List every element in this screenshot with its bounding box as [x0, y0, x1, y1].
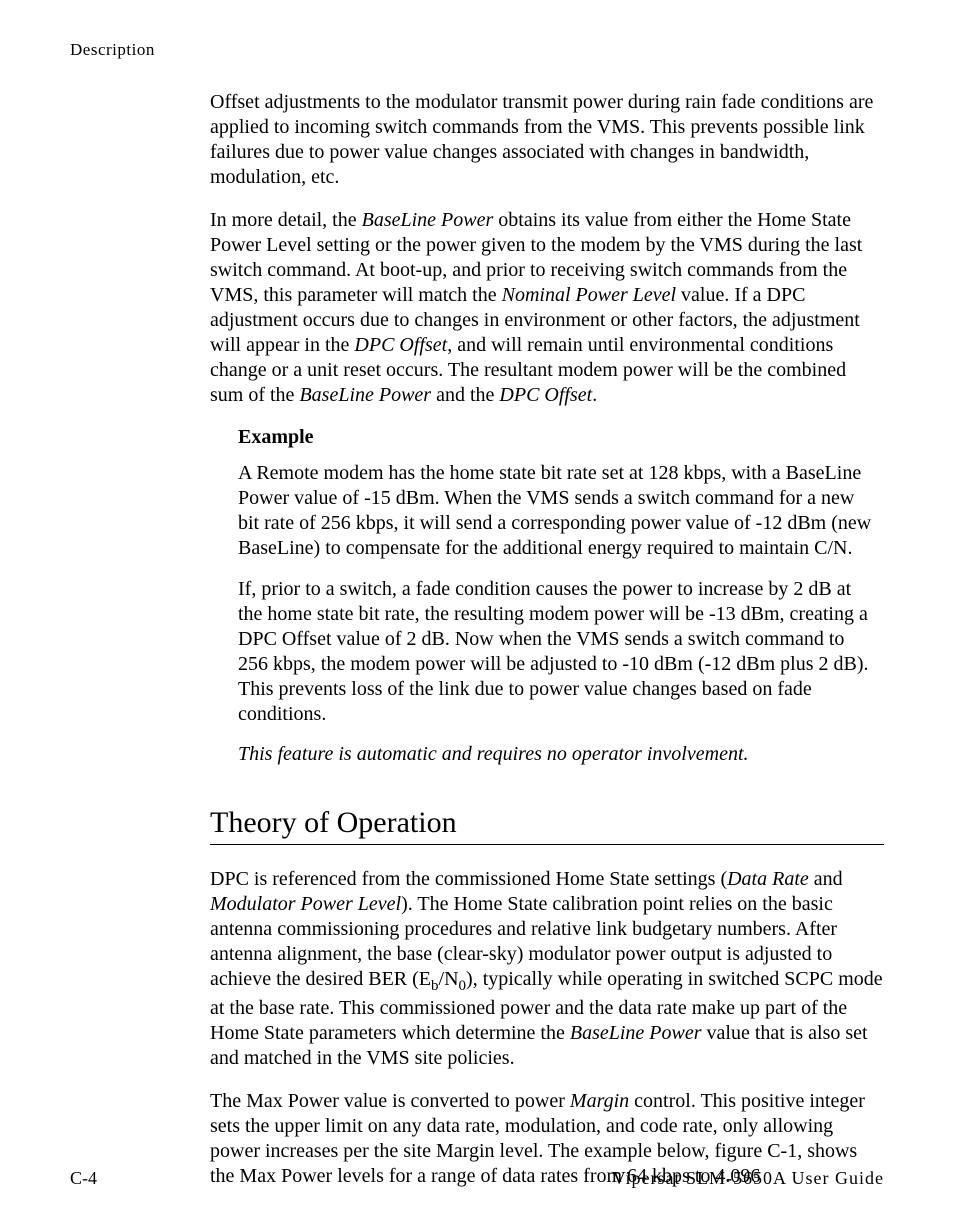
text: and [809, 868, 843, 890]
text: In more detail, the [210, 209, 362, 231]
page-container: Description Offset adjustments to the mo… [0, 0, 954, 1227]
example-heading: Example [238, 426, 884, 449]
example-paragraph-2: If, prior to a switch, a fade condition … [238, 577, 876, 727]
term-baseline-power: BaseLine Power [570, 1022, 702, 1044]
term-nominal-power-level: Nominal Power Level [502, 284, 676, 306]
section-title: Theory of Operation [210, 806, 884, 840]
text: DPC is referenced from the commissioned … [210, 868, 727, 890]
term-dpc-offset: DPC Offset [499, 384, 592, 406]
term-baseline-power: BaseLine Power [299, 384, 431, 406]
paragraph-1: Offset adjustments to the modulator tran… [210, 90, 884, 190]
term-dpc-offset: DPC Offset [354, 334, 447, 356]
theory-paragraph-1: DPC is referenced from the commissioned … [210, 867, 884, 1071]
term-baseline-power: BaseLine Power [362, 209, 494, 231]
subscript-0: 0 [459, 978, 467, 994]
section-rule [210, 844, 884, 845]
paragraph-2: In more detail, the BaseLine Power obtai… [210, 208, 884, 408]
text: /N [439, 968, 459, 990]
page-footer: C-4 Vipersat SLM-5650A User Guide [70, 1168, 884, 1189]
text: The Max Power value is converted to powe… [210, 1090, 570, 1112]
text: . [592, 384, 597, 406]
term-modulator-power-level: Modulator Power Level [210, 893, 401, 915]
term-margin: Margin [570, 1090, 629, 1112]
text: and the [431, 384, 499, 406]
example-paragraph-1: A Remote modem has the home state bit ra… [238, 461, 876, 561]
running-head: Description [70, 40, 884, 60]
subscript-b: b [431, 978, 439, 994]
footer-page-number: C-4 [70, 1168, 97, 1189]
term-data-rate: Data Rate [727, 868, 809, 890]
example-note: This feature is automatic and requires n… [238, 743, 884, 766]
footer-doc-title: Vipersat SLM-5650A User Guide [613, 1168, 884, 1189]
